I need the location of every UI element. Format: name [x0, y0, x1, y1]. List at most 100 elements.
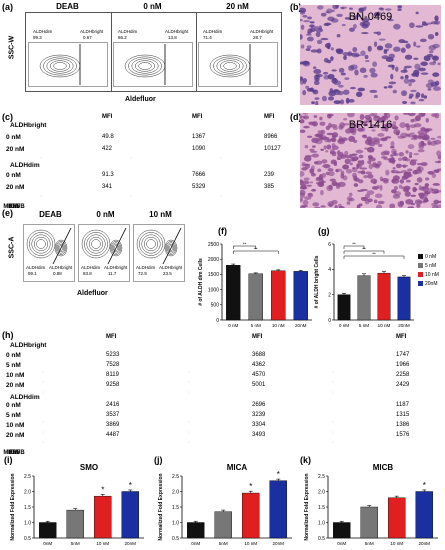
y-tick-label: 0	[216, 318, 219, 324]
flow-plot-frame	[198, 42, 278, 87]
cell-nucleus	[428, 187, 434, 193]
cell-nucleus	[416, 45, 421, 48]
cell-nucleus	[394, 115, 399, 121]
bar	[377, 272, 391, 321]
cell-nucleus	[361, 18, 370, 23]
bar	[187, 522, 205, 539]
cell-nucleus	[379, 7, 385, 11]
gate-bright-value: 28.7	[253, 35, 262, 40]
cell-nucleus	[363, 74, 368, 78]
cell-nucleus	[303, 125, 310, 129]
cell-nucleus	[350, 64, 358, 70]
panel-c-group2: ALDHdim	[10, 162, 40, 169]
cell-nucleus	[367, 198, 373, 203]
y-axis-label: # of ALDH bright Cells	[314, 255, 320, 308]
cell-nucleus	[430, 21, 439, 25]
cell-nucleus	[377, 200, 385, 205]
cell-nucleus	[433, 169, 439, 173]
y-tick-label: 2	[328, 292, 331, 298]
mfi-value: 1747	[396, 352, 410, 358]
contour-line	[57, 243, 65, 253]
chart-title: SMO	[80, 463, 98, 472]
panel-a: SSC-W Aldefluor DEAB ALDHdim 99.3 ALDHbrigh…	[5, 2, 285, 107]
chart-title: MICB	[373, 463, 394, 472]
cell-nucleus	[353, 183, 359, 187]
row-concentration: 5 nM	[6, 362, 21, 369]
cell-nucleus	[421, 23, 429, 26]
cell-nucleus	[393, 185, 398, 190]
cell-nucleus	[331, 143, 336, 148]
gate-dim-label: ALDHdim	[33, 29, 53, 34]
cell-nucleus	[360, 32, 369, 35]
cell-nucleus	[309, 150, 318, 153]
cell-nucleus	[414, 182, 419, 186]
contour-line	[110, 241, 122, 255]
cell-nucleus	[336, 157, 341, 161]
cell-nucleus	[363, 175, 369, 179]
cell-nucleus	[373, 115, 381, 122]
cell-nucleus	[388, 53, 395, 59]
cell-nucleus	[400, 170, 408, 174]
cell-nucleus	[417, 200, 424, 203]
panel-e-xlabel: Aldefluor	[77, 290, 108, 297]
panel-h: ALDHbright ALDHdim 0 nM 5 nM 10 nM 20 nM 0 n…	[2, 334, 442, 470]
contour-line	[131, 58, 159, 74]
cell-nucleus	[354, 69, 359, 76]
cell-nucleus	[395, 163, 402, 169]
x-tick-label: 0 nM	[339, 323, 349, 328]
cell-nucleus	[402, 188, 410, 193]
cell-nucleus	[367, 160, 372, 164]
cell-nucleus	[364, 193, 371, 199]
cell-nucleus	[427, 34, 435, 40]
y-tick-label: 2.5	[318, 474, 325, 480]
cell-nucleus	[431, 205, 439, 208]
cell-nucleus	[345, 155, 353, 159]
chart-j-mica: MICA 0.5 1.0 1.5 2.0 2.5 Normalized Fold Expre…	[158, 463, 292, 546]
histogram-column	[42, 371, 44, 443]
cell-nucleus	[303, 177, 310, 181]
cell-nucleus	[327, 73, 335, 80]
cell-nucleus	[304, 154, 313, 158]
cell-nucleus	[418, 113, 426, 118]
cell-nucleus	[316, 5, 324, 10]
cell-nucleus	[343, 55, 347, 61]
significance-star: *	[129, 481, 132, 490]
cell-nucleus	[419, 38, 427, 43]
cell-nucleus	[417, 192, 426, 197]
gate-bright-value: 13.8	[168, 35, 177, 40]
cell-nucleus	[420, 140, 425, 145]
y-tick-label: 0.5	[172, 536, 179, 542]
cell-nucleus	[383, 48, 390, 52]
cell-nucleus	[323, 145, 327, 150]
cell-nucleus	[391, 124, 397, 129]
cell-nucleus	[416, 177, 423, 183]
mfi-value: 2429	[396, 382, 410, 388]
x-tick-label: 0nM	[337, 541, 346, 546]
mfi-value: 4362	[252, 362, 266, 368]
cell-nucleus	[320, 148, 324, 151]
gate-dim-label: ALDHdim	[136, 265, 156, 270]
cell-nucleus	[311, 188, 317, 192]
histology-image-br1416: BR-1416	[300, 113, 441, 208]
cell-nucleus	[338, 84, 344, 88]
cell-nucleus	[421, 137, 428, 141]
histogram-column	[220, 157, 222, 197]
cell-nucleus	[305, 33, 312, 36]
cell-nucleus	[327, 168, 334, 172]
cell-nucleus	[426, 171, 434, 174]
cell-nucleus	[418, 67, 426, 72]
histology-texture	[300, 5, 441, 105]
mfi-value: 7528	[106, 362, 120, 368]
mfi-value: 341	[102, 184, 113, 190]
mfi-value: 8966	[264, 134, 278, 140]
row-concentration: 10 nM	[6, 422, 25, 429]
cell-nucleus	[315, 75, 319, 81]
mfi-header: MFI	[192, 114, 203, 120]
cell-nucleus	[307, 192, 312, 197]
y-tick-label: 2.0	[318, 489, 325, 495]
contour-line	[141, 234, 161, 254]
row-concentration: 0 nM	[6, 172, 21, 179]
bar	[242, 492, 260, 539]
cell-nucleus	[300, 34, 303, 40]
cell-nucleus	[323, 23, 329, 27]
